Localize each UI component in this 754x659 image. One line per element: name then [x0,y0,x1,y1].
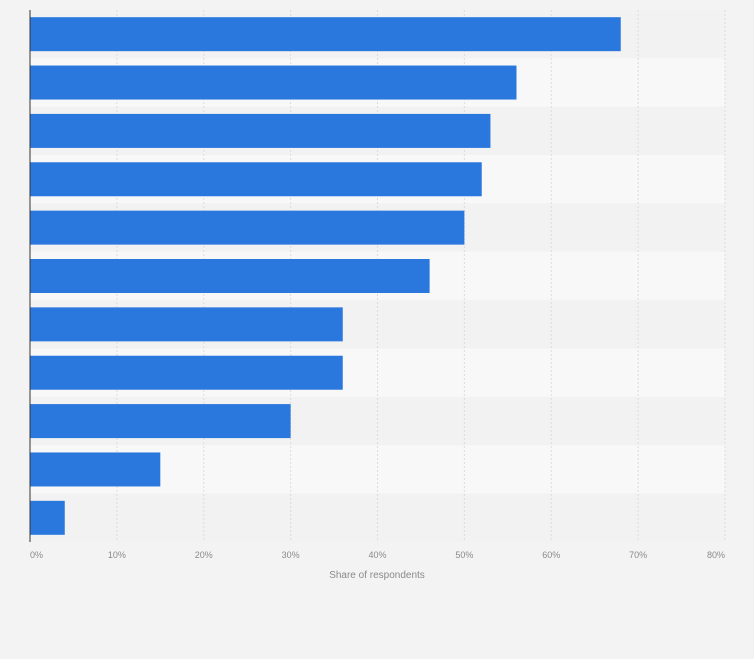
bar[interactable] [30,65,517,100]
x-axis-title: Share of respondents [329,570,425,581]
bar[interactable] [30,17,621,52]
x-tick-label: 50% [455,550,473,560]
x-tick-label: 20% [195,550,213,560]
row-band [30,493,725,542]
bar[interactable] [30,355,343,390]
x-tick-label: 40% [368,550,386,560]
bar[interactable] [30,307,343,342]
bars [30,17,621,535]
bar[interactable] [30,452,161,487]
x-tick-label: 70% [629,550,647,560]
bar[interactable] [30,404,291,439]
bar[interactable] [30,162,482,197]
bar[interactable] [30,113,491,148]
x-tick-labels: 0% 10% 20% 30% 40% 50% 60% 70% 80% [30,550,725,560]
x-tick-label: 10% [108,550,126,560]
x-tick-label: 0% [30,550,43,560]
bar[interactable] [30,259,430,293]
x-tick-label: 60% [542,550,560,560]
x-tick-label: 80% [707,550,725,560]
x-tick-label: 30% [282,550,300,560]
bar[interactable] [30,210,465,245]
bar[interactable] [30,500,65,535]
